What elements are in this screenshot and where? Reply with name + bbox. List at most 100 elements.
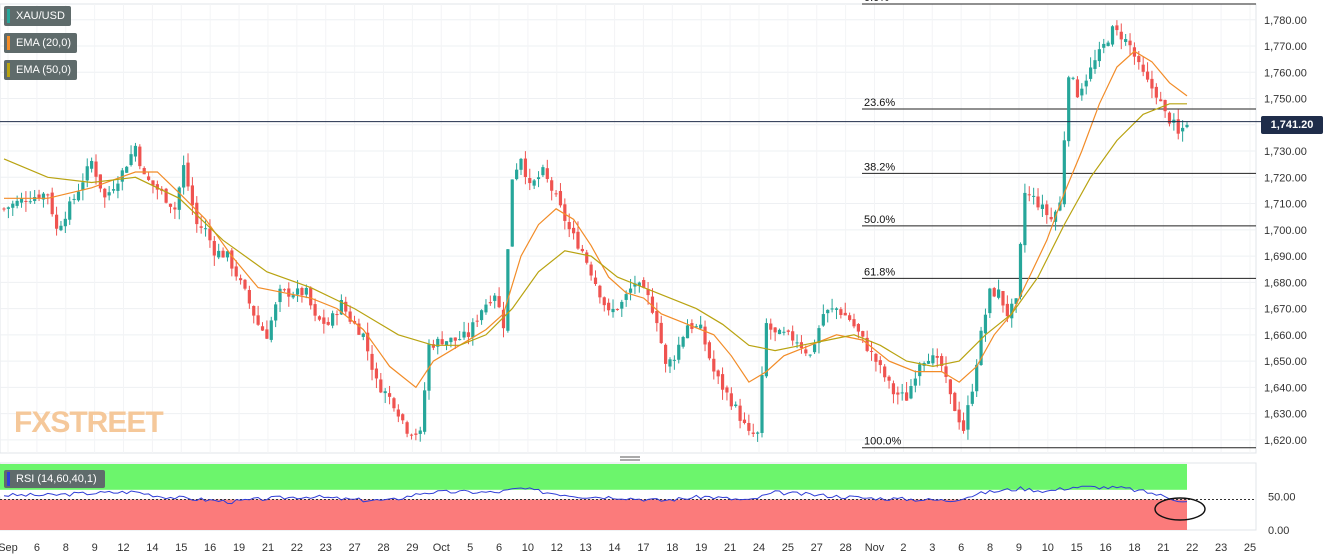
- legend-ema50[interactable]: EMA (50,0): [4, 60, 78, 80]
- candle-body: [142, 168, 146, 175]
- candle-body: [1049, 216, 1053, 220]
- candle-body: [418, 430, 422, 434]
- candle-body: [295, 288, 300, 295]
- candle-body: [6, 207, 10, 209]
- candle-body: [650, 296, 655, 313]
- candle-body: [1176, 119, 1180, 134]
- candle-body: [1067, 77, 1071, 142]
- candle-body: [374, 368, 379, 379]
- candle-body: [28, 201, 32, 203]
- candle-body: [935, 355, 939, 358]
- legend-ema20[interactable]: EMA (20,0): [4, 33, 78, 53]
- candle-body: [265, 329, 269, 339]
- candle-body: [659, 322, 663, 344]
- y-tick-label: 1,700.00: [1264, 225, 1307, 237]
- x-tick-label: Nov: [865, 542, 885, 554]
- candle-body: [795, 342, 799, 344]
- candle-body: [453, 337, 457, 341]
- candle-body: [869, 350, 874, 352]
- candle-body: [563, 204, 567, 221]
- legend-symbol[interactable]: XAU/USD: [4, 6, 71, 26]
- x-tick-label: 6: [958, 542, 964, 554]
- candle-body: [861, 331, 865, 337]
- x-tick-label: Oct: [433, 542, 450, 554]
- x-tick-label: 21: [262, 542, 274, 554]
- candle-body: [458, 339, 462, 341]
- candle-body: [1071, 77, 1075, 79]
- candle-body: [186, 162, 190, 187]
- x-tick-label: 5: [467, 542, 473, 554]
- candle-body: [826, 309, 830, 314]
- candle-body: [396, 409, 400, 417]
- rsi-y-tick-label: 50.00: [1268, 492, 1296, 504]
- candle-body: [703, 326, 707, 345]
- candles: [2, 20, 1189, 442]
- y-tick-label: 1,680.00: [1264, 277, 1307, 289]
- candle-body: [646, 288, 650, 296]
- candle-body: [1106, 42, 1110, 46]
- candle-body: [1115, 25, 1119, 31]
- x-tick-label: 17: [637, 542, 649, 554]
- candle-body: [843, 312, 847, 316]
- candle-body: [685, 325, 690, 339]
- candle-body: [392, 398, 396, 409]
- x-tick-label: 21: [1157, 542, 1169, 554]
- candle-body: [589, 264, 593, 276]
- x-tick-label: 24: [753, 542, 765, 554]
- axes: 1,620.00 1,630.00 1,640.00 1,650.00 1,660.00…: [0, 15, 1307, 554]
- candle-body: [230, 250, 234, 269]
- candle-body: [576, 231, 580, 249]
- candle-body: [405, 422, 409, 434]
- candle-body: [339, 300, 343, 315]
- legend-rsi[interactable]: RSI (14,60,40,1): [4, 470, 105, 488]
- candle-body: [545, 168, 549, 179]
- candle-body: [1110, 26, 1115, 45]
- candle-body: [681, 337, 685, 347]
- x-tick-label: 3: [929, 542, 935, 554]
- candle-body: [624, 294, 628, 300]
- candle-body: [712, 358, 716, 372]
- candle-body: [1001, 291, 1005, 306]
- candle-body: [488, 302, 492, 304]
- candle-body: [1097, 49, 1101, 62]
- x-tick-label: 12: [117, 542, 129, 554]
- candle-body: [81, 182, 85, 191]
- candle-body: [751, 432, 755, 434]
- candle-body: [221, 250, 225, 258]
- candle-body: [151, 180, 155, 186]
- candle-body: [891, 383, 896, 395]
- candle-body: [620, 301, 624, 309]
- candle-body: [401, 414, 405, 421]
- candle-body: [940, 356, 944, 366]
- candle-body: [1014, 298, 1018, 304]
- candle-body: [786, 330, 790, 332]
- x-tick-label: 2: [900, 542, 906, 554]
- fibonacci-levels: 0.0% 23.6% 38.2% 50.0% 61.8% 100.0%: [862, 0, 1256, 449]
- candle-body: [554, 193, 558, 195]
- candle-body: [615, 309, 620, 311]
- candle-body: [633, 283, 637, 287]
- candle-body: [479, 310, 484, 321]
- x-tick-label: 27: [348, 542, 360, 554]
- candle-body: [804, 349, 808, 354]
- candle-body: [63, 218, 67, 227]
- candle-body: [291, 295, 295, 298]
- candle-body: [217, 250, 221, 258]
- candle-body: [1040, 204, 1045, 209]
- candle-body: [322, 317, 326, 324]
- candle-body: [466, 332, 471, 337]
- candle-body: [725, 387, 729, 393]
- candle-body: [1010, 303, 1014, 319]
- candle-body: [571, 227, 576, 234]
- candle-body: [309, 287, 313, 306]
- candle-body: [926, 360, 931, 364]
- candle-body: [834, 308, 839, 310]
- candle-body: [918, 364, 922, 377]
- symbol-swatch-icon: [7, 9, 10, 23]
- x-tick-label: 12: [551, 542, 563, 554]
- candle-body: [734, 404, 738, 406]
- candle-body: [357, 323, 361, 335]
- candle-body: [361, 333, 365, 337]
- candle-body: [580, 248, 584, 252]
